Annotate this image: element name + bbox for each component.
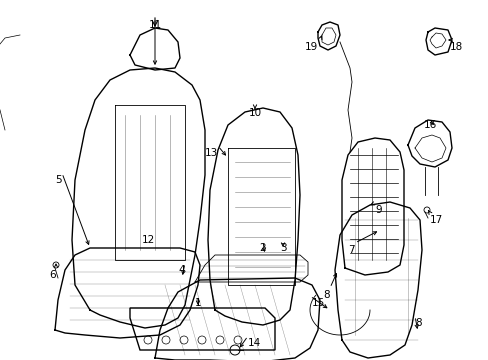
Text: 12: 12 (142, 235, 155, 245)
Text: 19: 19 (304, 42, 317, 52)
Text: 14: 14 (247, 338, 261, 348)
Text: 17: 17 (429, 215, 442, 225)
Text: 9: 9 (374, 205, 381, 215)
Text: 11: 11 (148, 20, 162, 30)
Text: 4: 4 (178, 265, 184, 275)
Text: 18: 18 (449, 42, 462, 52)
Text: 8: 8 (414, 318, 421, 328)
Text: 13: 13 (204, 148, 218, 158)
Text: 5: 5 (55, 175, 62, 185)
Text: 7: 7 (347, 245, 354, 255)
Text: 6: 6 (49, 270, 56, 280)
Text: 16: 16 (423, 120, 436, 130)
Text: 3: 3 (279, 243, 286, 253)
Text: 10: 10 (248, 108, 261, 118)
Text: 15: 15 (311, 298, 325, 308)
Text: 8: 8 (323, 290, 329, 300)
Text: 2: 2 (259, 243, 266, 253)
Text: 1: 1 (194, 298, 201, 308)
